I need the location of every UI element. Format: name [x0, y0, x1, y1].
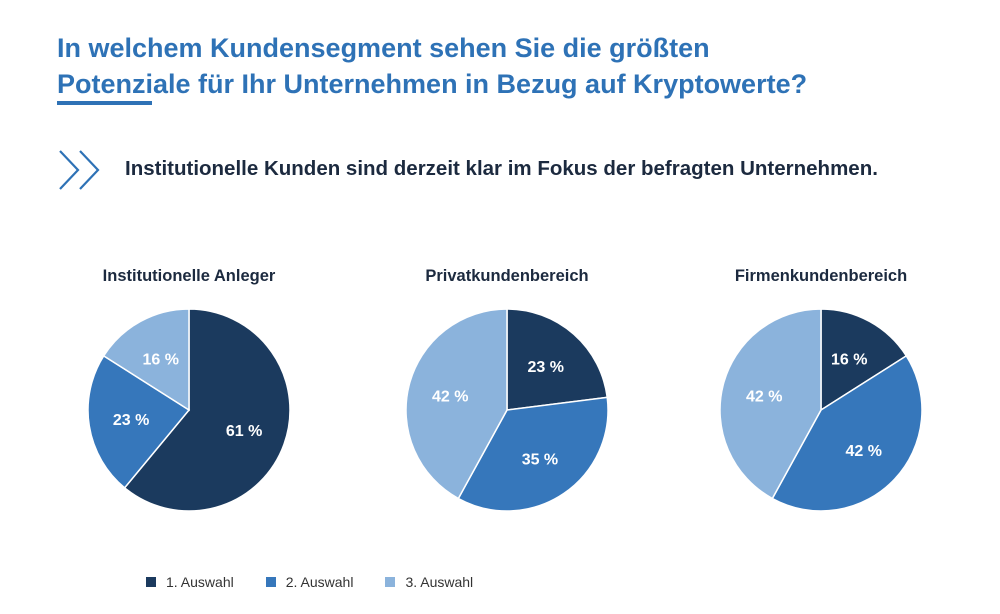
chart-title: Institutionelle Anleger	[103, 267, 276, 285]
slice-label: 16 %	[831, 352, 867, 369]
pie-slice	[719, 308, 822, 500]
slice-label: 42 %	[432, 388, 468, 405]
pie-slice	[457, 396, 609, 512]
slice-label: 42 %	[746, 388, 782, 405]
slice-label: 16 %	[143, 352, 179, 369]
pie-slice	[87, 354, 191, 489]
subtitle: Institutionelle Kunden sind derzeit klar…	[125, 157, 878, 180]
title-underline	[57, 101, 152, 105]
slice-label: 42 %	[845, 443, 881, 460]
chart-legend: 1. Auswahl 2. Auswahl 3. Auswahl	[146, 574, 473, 590]
legend-swatch	[385, 577, 396, 587]
chart-title: Firmenkundenbereich	[735, 267, 907, 285]
double-chevron-right-icon	[59, 150, 100, 190]
legend-label: 1. Auswahl	[166, 574, 234, 590]
pie-slice	[405, 308, 508, 500]
legend-item: 1. Auswahl	[146, 574, 234, 590]
legend-label: 2. Auswahl	[285, 574, 354, 590]
pie-slice	[123, 308, 291, 512]
chart-title: Privatkundenbereich	[425, 267, 588, 285]
pie-slice	[102, 308, 190, 412]
slice-label: 61 %	[226, 423, 262, 440]
legend-swatch	[265, 577, 276, 587]
slice-label: 35 %	[522, 451, 558, 468]
legend-label: 3. Auswahl	[405, 574, 474, 590]
legend-swatch	[146, 577, 156, 587]
title-line-1: In welchem Kundensegment sehen Sie die g…	[57, 33, 710, 63]
slice-label: 23 %	[528, 359, 564, 376]
legend-item: 3. Auswahl	[385, 574, 473, 590]
pie-slice	[820, 308, 908, 412]
title-line-2: Potenziale für Ihr Unternehmen in Bezug …	[57, 69, 808, 99]
pie-slice	[771, 354, 923, 512]
legend-item: 2. Auswahl	[265, 574, 354, 590]
slice-label: 23 %	[113, 412, 149, 429]
page-title: In welchem Kundensegment sehen Sie die g…	[57, 30, 807, 102]
pie-slice	[506, 308, 609, 411]
